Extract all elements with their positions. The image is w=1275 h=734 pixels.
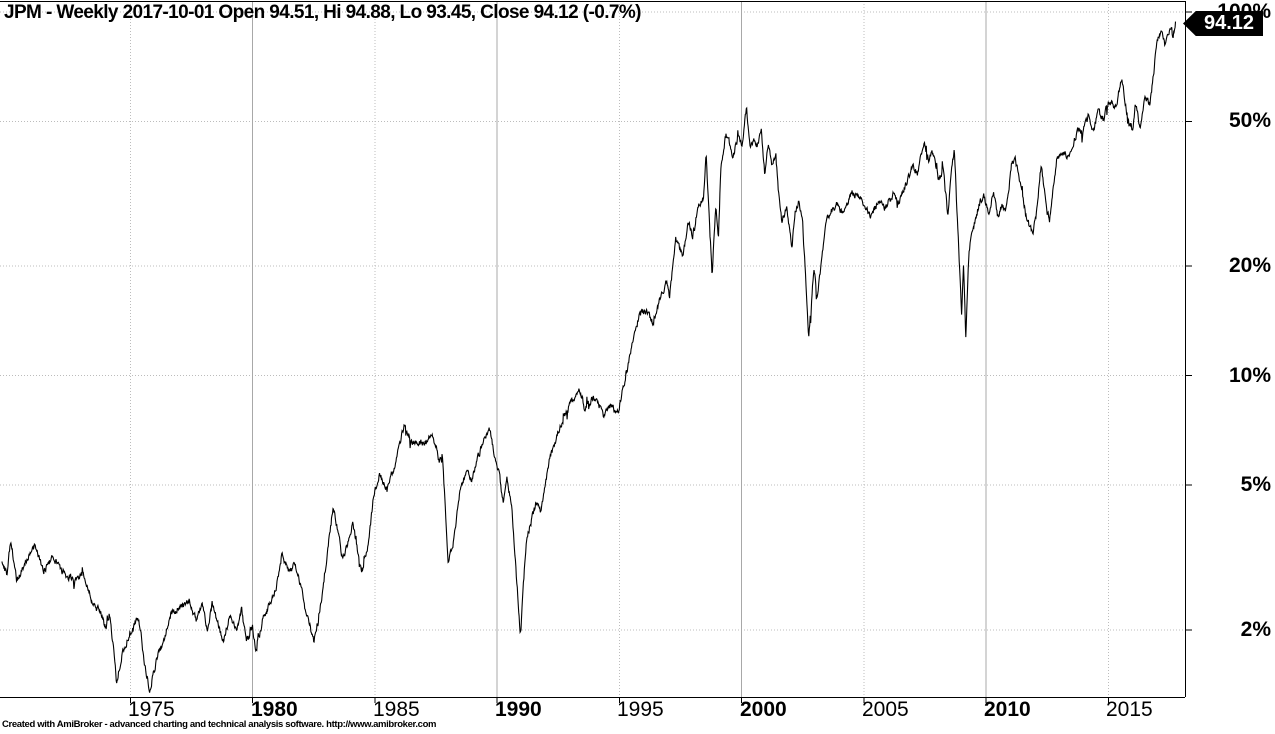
y-axis-label-2%: 2%: [1240, 618, 1271, 641]
y-axis-label-10%: 10%: [1228, 364, 1271, 387]
chart-title: JPM - Weekly 2017-10-01 Open 94.51, Hi 9…: [4, 2, 641, 23]
last-price-marker: 94.12: [1183, 11, 1263, 36]
x-axis-label-2000: 2000: [740, 698, 787, 721]
y-axis-label-5%: 5%: [1240, 473, 1271, 496]
price-line-series: [1, 21, 1177, 693]
x-axis-label-1975: 1975: [128, 698, 175, 721]
x-axis-label-1990: 1990: [495, 698, 542, 721]
y-axis-label-50%: 50%: [1228, 109, 1271, 132]
y-axis-label-20%: 20%: [1228, 254, 1271, 277]
x-axis-label-1995: 1995: [617, 698, 664, 721]
x-axis-label-2005: 2005: [862, 698, 909, 721]
x-axis-label-2015: 2015: [1106, 698, 1153, 721]
last-price-value: 94.12: [1203, 12, 1255, 34]
x-axis-label-1980: 1980: [251, 698, 298, 721]
amibroker-credit: Created with AmiBroker - advanced charti…: [2, 719, 437, 730]
x-axis-label-2010: 2010: [984, 698, 1031, 721]
x-axis-label-1985: 1985: [373, 698, 420, 721]
